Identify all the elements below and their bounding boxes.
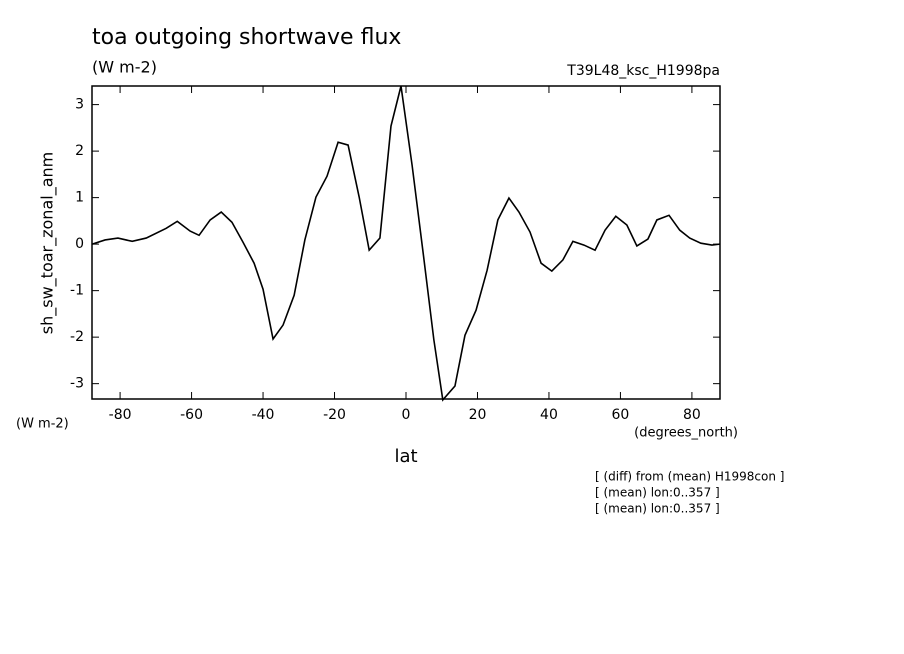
y-axis-label: sh_sw_toar_zonal_anm: [38, 152, 58, 334]
y-tick-label: 3: [75, 97, 84, 113]
run-label: T39L48_ksc_H1998pa: [566, 63, 720, 79]
plot-frame: [91, 85, 721, 400]
x-tick-label: -80: [109, 407, 132, 423]
x-tick-label: 0: [402, 407, 411, 423]
note: [ (diff) from (mean) H1998con ]: [595, 470, 784, 484]
x-tick-label: 80: [683, 407, 701, 423]
x-tick-label: 40: [540, 407, 558, 423]
subtitle: (W m-2): [92, 58, 157, 77]
note: [ (mean) lon:0..357 ]: [595, 502, 720, 516]
y-tick-label: 0: [75, 236, 84, 252]
chart-title: toa outgoing shortwave flux: [92, 25, 401, 50]
x-tick-label: 60: [612, 407, 630, 423]
x-tick-label: 20: [469, 407, 487, 423]
y-tick-label: 2: [75, 143, 84, 159]
data-line: [91, 85, 720, 402]
y-tick-label: -1: [70, 283, 84, 299]
note: [ (mean) lon:0..357 ]: [595, 486, 720, 500]
x-axis-label: lat: [394, 446, 417, 467]
x-tick-label: -20: [323, 407, 346, 423]
x-tick-label: -60: [180, 407, 203, 423]
y-tick-label: -3: [70, 376, 84, 392]
y-tick-label: 1: [75, 190, 84, 206]
y-tick-label: -2: [70, 329, 84, 345]
y-units: (W m-2): [16, 417, 69, 432]
x-tick-label: -40: [252, 407, 275, 423]
x-units: (degrees_north): [634, 426, 738, 441]
